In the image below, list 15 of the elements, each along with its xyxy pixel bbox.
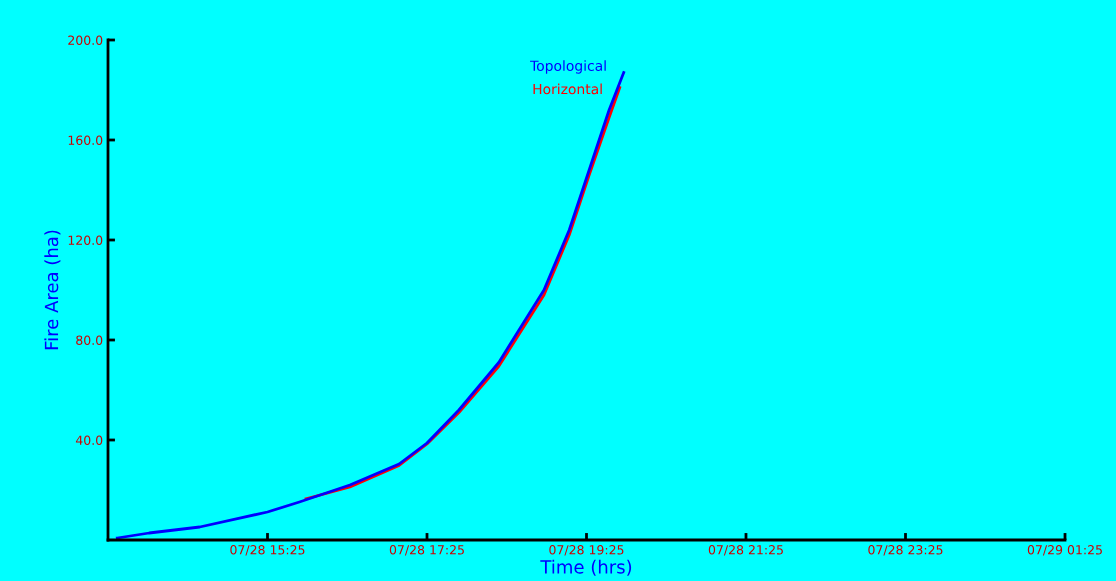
y-tick-label: 80.0 [76,335,103,345]
y-tick-label: 160.0 [68,135,103,145]
x-axis-title: Time (hrs) [540,559,632,576]
x-tick-label: 07/28 17:25 [389,545,464,556]
x-tick-label: 07/28 19:25 [549,545,624,556]
y-axis-title: Fire Area (ha) [44,230,61,350]
x-tick-label: 07/28 21:25 [708,545,783,556]
x-tick-label: 07/29 01:25 [1027,545,1102,556]
x-tick-label: 07/28 15:25 [230,545,305,556]
y-tick-label: 120.0 [68,235,103,245]
y-tick-label: 200.0 [68,35,103,45]
series-label: Horizontal [533,83,602,95]
series-label: Topological [530,60,606,74]
x-tick-label: 07/28 23:25 [868,545,943,556]
y-tick-label: 40.0 [75,435,103,445]
